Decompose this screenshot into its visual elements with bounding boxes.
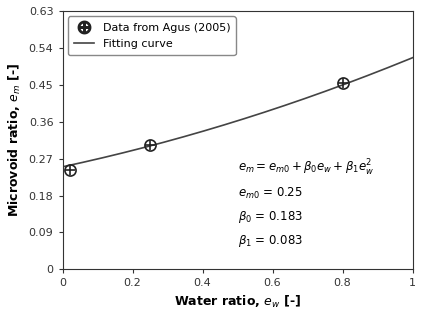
- Y-axis label: Microvoid ratio, $e_m$ [-]: Microvoid ratio, $e_m$ [-]: [7, 63, 23, 217]
- X-axis label: Water ratio, $e_w$ [-]: Water ratio, $e_w$ [-]: [174, 294, 301, 310]
- Text: $e_m = e_{m0} + \beta_0 e_w + \beta_1 e_w^2$
$e_{m0}$ = 0.25
$\beta_0$ = 0.183
$: $e_m = e_{m0} + \beta_0 e_w + \beta_1 e_…: [238, 158, 374, 249]
- Legend: Data from Agus (2005), Fitting curve: Data from Agus (2005), Fitting curve: [68, 16, 236, 55]
